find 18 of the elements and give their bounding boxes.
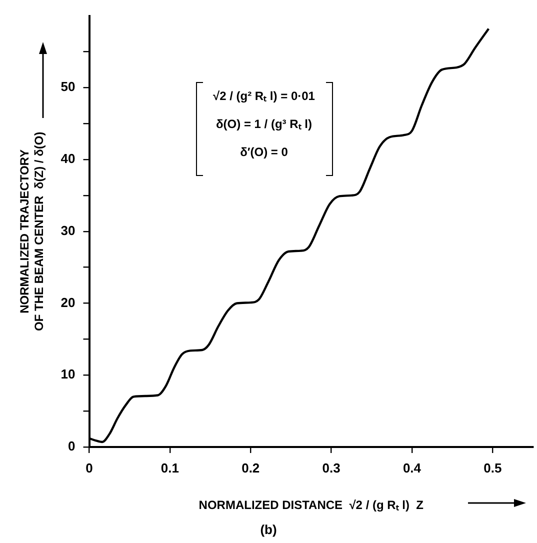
y-axis-title: NORMALIZED TRAJECTORY OF THE BEAM CENTER δ(Z) / δ(O) — [18, 132, 46, 332]
annotation: δ′(O) = 0 — [239, 144, 289, 161]
text: (b) — [259, 522, 278, 537]
x-tick-label: 0.4 — [402, 460, 422, 476]
x-tick-label: 0.1 — [160, 460, 179, 476]
y-tick-label: 10 — [60, 366, 76, 382]
x-tick-label: 0.3 — [322, 460, 340, 476]
annotation: δ(O) = 1 / (g³ Rₜ l) — [215, 116, 313, 133]
y-tick-label: 50 — [60, 79, 76, 94]
y-tick-label: 20 — [60, 294, 76, 310]
y-tick-label: 40 — [60, 151, 76, 166]
y-tick-label: 30 — [60, 222, 76, 238]
annotation: √2 / (g² Rₜ l) = 0·01 — [212, 88, 316, 105]
x-axis-title: NORMALIZED DISTANCE √2 / (g Rₜ l) Z — [198, 498, 424, 512]
x-tick-label: 0.5 — [484, 460, 502, 476]
x-tick-label: 0.2 — [242, 460, 260, 476]
x-tick-label: 0 — [86, 460, 93, 476]
y-tick-label: 0 — [68, 438, 76, 454]
